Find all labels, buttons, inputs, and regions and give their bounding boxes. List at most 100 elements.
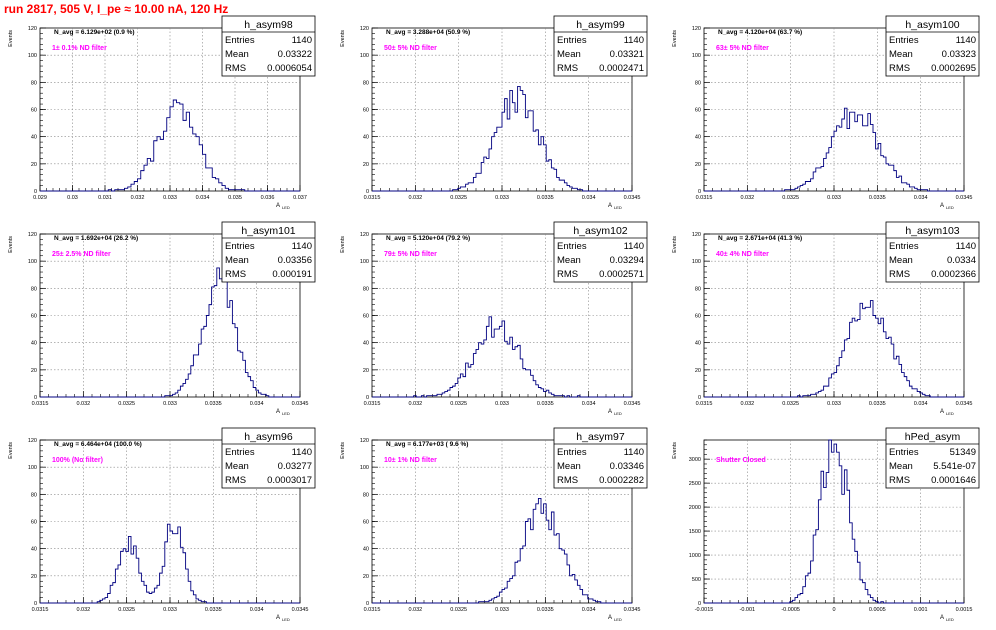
- stats-mean-value: 0.03346: [610, 461, 644, 472]
- y-tick-label: 60: [31, 314, 37, 320]
- stats-mean-label: Mean: [889, 461, 913, 472]
- stats-rms-label: RMS: [889, 63, 910, 74]
- histogram-line: [704, 439, 964, 604]
- n-avg-label: N_avg = 4.120e+04 (63.7 %): [718, 29, 802, 36]
- y-tick-label: 1000: [689, 553, 701, 559]
- stats-rms-label: RMS: [889, 269, 910, 280]
- y-axis-title: Events: [672, 442, 678, 459]
- y-tick-label: 20: [363, 574, 369, 580]
- stats-title: h_asym103: [905, 225, 959, 237]
- stats-mean-label: Mean: [557, 49, 581, 60]
- x-tick-label: 0.0015: [956, 607, 973, 613]
- y-tick-label: 40: [695, 135, 701, 141]
- stats-box: [885, 15, 980, 77]
- y-tick-label: 100: [360, 465, 369, 471]
- y-axis-title: Events: [340, 442, 346, 459]
- stats-mean-label: Mean: [557, 255, 581, 266]
- histogram-panel-pedestal: -0.0015 -0.001 -0.0005 0 0.0005 0.001 0.0015 0 5…: [664, 424, 996, 630]
- stats-title: h_asym96: [244, 431, 293, 443]
- y-tick-label: 40: [31, 135, 37, 141]
- x-tick-label: 0.036: [261, 195, 275, 201]
- x-tick-label: 0.032: [76, 607, 90, 613]
- y-tick-label: 120: [360, 438, 369, 444]
- filter-annotation: 40± 4% ND filter: [716, 251, 769, 258]
- x-tick-label: 0.0325: [450, 401, 467, 407]
- x-tick-label: 0.0325: [118, 401, 135, 407]
- stats-rms-value: 0.0002366: [931, 269, 976, 280]
- histogram-line: [40, 267, 300, 398]
- x-tick-label: 0.037: [293, 195, 307, 201]
- histogram-svg: 0.029 0.03 0.031 0.032 0.033 0.034 0.035 0.036 0…: [8, 15, 316, 210]
- x-tick-label: 0.033: [495, 195, 509, 201]
- x-tick-label: 0.0345: [292, 607, 309, 613]
- histogram-line: [372, 85, 632, 192]
- stats-box: [885, 221, 980, 283]
- histogram-svg: 0.0315 0.032 0.0325 0.033 0.0335 0.034 0.0345 0…: [672, 221, 980, 416]
- stats-entries-label: Entries: [557, 241, 587, 252]
- stats-mean-label: Mean: [889, 49, 913, 60]
- x-tick-label: 0.0345: [956, 195, 973, 201]
- y-tick-label: 2000: [689, 505, 701, 511]
- x-axis-title: A: [940, 203, 944, 209]
- x-axis-title: A: [608, 615, 612, 621]
- filter-annotation: 50± 5% ND filter: [384, 45, 437, 52]
- y-axis-title: Events: [340, 236, 346, 253]
- y-tick-label: 0: [698, 601, 701, 607]
- y-tick-label: 80: [31, 80, 37, 86]
- stats-mean-value: 5.541e-07: [933, 461, 976, 472]
- x-tick-label: 0.0315: [696, 401, 713, 407]
- y-tick-label: 40: [363, 547, 369, 553]
- stats-entries-value: 1140: [624, 241, 644, 252]
- y-tick-label: 120: [28, 438, 37, 444]
- x-tick-label: 0.0345: [624, 607, 641, 613]
- x-tick-label: 0.0345: [292, 401, 309, 407]
- stats-title: h_asym100: [905, 19, 959, 31]
- y-tick-label: 20: [363, 368, 369, 374]
- stats-box: [553, 221, 648, 283]
- stats-rms-label: RMS: [225, 63, 246, 74]
- x-tick-label: 0.0335: [869, 401, 886, 407]
- stats-entries-label: Entries: [557, 447, 587, 458]
- x-tick-label: 0.0315: [32, 401, 49, 407]
- histogram-line: [704, 300, 964, 398]
- x-tick-label: 0.0345: [956, 401, 973, 407]
- y-tick-label: 100: [360, 53, 369, 59]
- y-tick-label: 2500: [689, 481, 701, 487]
- x-axis-title: A: [608, 203, 612, 209]
- stats-entries-value: 1140: [292, 447, 312, 458]
- x-tick-label: 0.0315: [364, 607, 381, 613]
- y-tick-label: 120: [28, 232, 37, 238]
- stats-mean-value: 0.03277: [278, 461, 312, 472]
- stats-mean-label: Mean: [889, 255, 913, 266]
- n-avg-label: N_avg = 3.288e+04 (50.9 %): [386, 29, 470, 36]
- stats-mean-value: 0.03323: [942, 49, 976, 60]
- stats-box: [553, 15, 648, 77]
- filter-annotation: 10± 1% ND filter: [384, 457, 437, 464]
- histogram-line: [372, 497, 632, 604]
- stats-rms-value: 0.0002471: [599, 63, 644, 74]
- x-axis-title-subscript: LED: [614, 411, 622, 416]
- y-tick-label: 40: [363, 135, 369, 141]
- y-tick-label: 80: [363, 492, 369, 498]
- y-tick-label: 80: [363, 286, 369, 292]
- x-tick-label: 0.033: [163, 401, 177, 407]
- histogram-panel-asym101: 0.0315 0.032 0.0325 0.033 0.0335 0.034 0.0345 0…: [0, 218, 332, 424]
- stats-mean-value: 0.03294: [610, 255, 644, 266]
- x-tick-label: 0.033: [163, 607, 177, 613]
- y-tick-label: 60: [31, 520, 37, 526]
- y-tick-label: 120: [28, 26, 37, 32]
- x-tick-label: 0.034: [582, 401, 596, 407]
- histogram-line: [372, 316, 632, 398]
- y-tick-label: 60: [31, 108, 37, 114]
- stats-mean-value: 0.03321: [610, 49, 644, 60]
- n-avg-label: N_avg = 2.671e+04 (41.3 %): [718, 235, 802, 242]
- x-tick-label: 0.0315: [32, 607, 49, 613]
- x-tick-label: 0.035: [228, 195, 242, 201]
- stats-entries-value: 1140: [624, 35, 644, 46]
- y-tick-label: 20: [363, 162, 369, 168]
- y-tick-label: 120: [692, 26, 701, 32]
- x-tick-label: 0.032: [740, 195, 754, 201]
- y-tick-label: 3000: [689, 457, 701, 463]
- y-tick-label: 80: [363, 80, 369, 86]
- x-axis-title: A: [276, 615, 280, 621]
